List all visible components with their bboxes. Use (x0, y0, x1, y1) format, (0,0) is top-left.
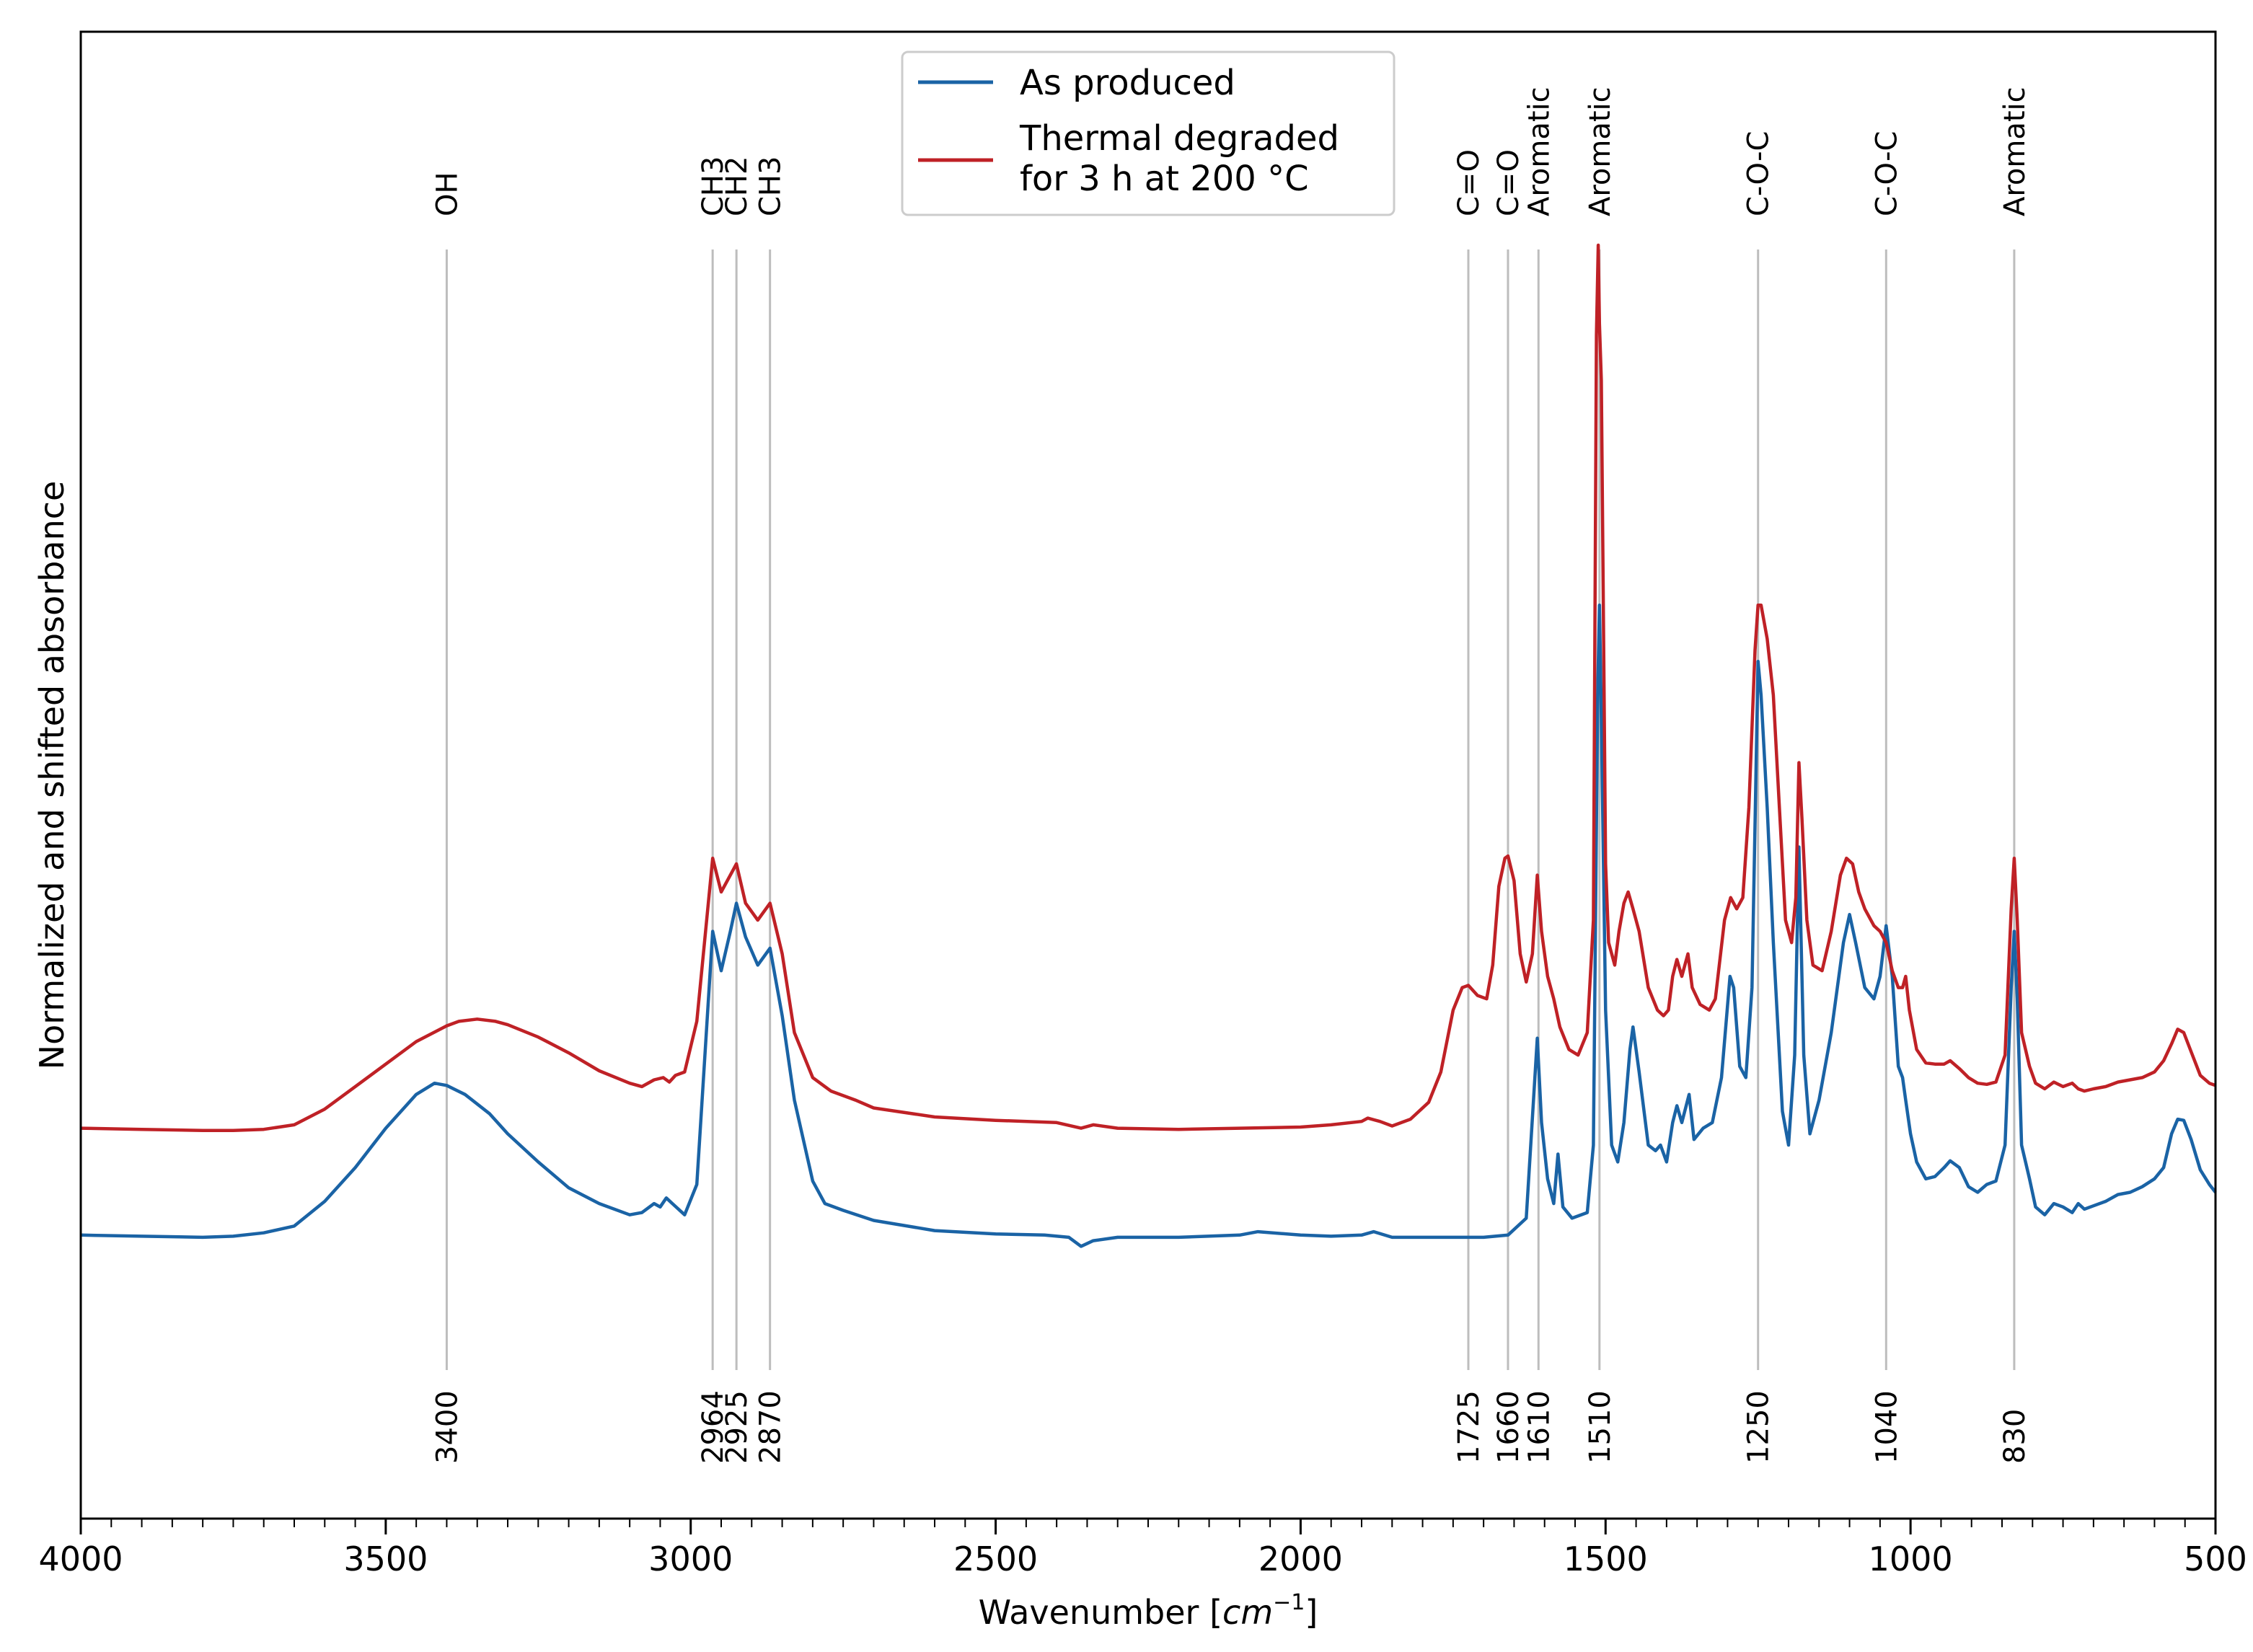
legend-label-thermal-degraded-line1: Thermal degraded (1019, 118, 1339, 159)
x-axis-title: Wavenumber [cm−1] (979, 1590, 1318, 1632)
series-as-produced (80, 603, 2217, 1248)
series-layer (80, 243, 2217, 1248)
peak-number-2964: 2964 (697, 1390, 730, 1464)
x-tick-label-3000: 3000 (648, 1540, 733, 1578)
x-tick-label-1500: 1500 (1564, 1540, 1648, 1578)
peak-label-1660: C=O (1492, 149, 1525, 216)
legend-box (901, 50, 1396, 216)
peak-label-1040: C-O-C (1870, 131, 1903, 216)
peak-label-2925: CH2 (720, 156, 754, 216)
x-tick-label-2500: 2500 (953, 1540, 1038, 1578)
peak-number-1610: 1610 (1522, 1390, 1556, 1464)
x-axis-tick-labels: 4000 3500 3000 2500 2000 1500 1000 500 (38, 1540, 2247, 1578)
x-tick-label-1000: 1000 (1869, 1540, 1953, 1578)
x-tick-label-4000: 4000 (38, 1540, 123, 1578)
peak-number-1250: 1250 (1742, 1390, 1776, 1464)
x-axis-ticks (79, 1519, 2217, 1534)
peak-number-1040: 1040 (1870, 1390, 1903, 1464)
peak-label-3400: OH (431, 172, 464, 216)
peak-guide-lines (445, 249, 2016, 1370)
x-tick-label-500: 500 (2184, 1540, 2247, 1578)
peak-label-830: Aromatic (1998, 87, 2032, 216)
legend-label-thermal-degraded-line2: for 3 h at 200 °C (1020, 159, 1309, 199)
peak-number-830: 830 (1998, 1409, 2032, 1464)
y-axis-title: Normalized and shifted absorbance (32, 481, 71, 1070)
peak-number-2870: 2870 (754, 1390, 788, 1464)
peak-number-3400: 3400 (431, 1390, 464, 1464)
x-tick-label-2000: 2000 (1258, 1540, 1343, 1578)
peak-label-2870: CH3 (754, 156, 788, 216)
peak-label-1510: Aromatic (1584, 87, 1617, 216)
peak-number-2925: 2925 (720, 1390, 754, 1464)
peak-label-2964: CH3 (697, 156, 730, 216)
legend: As produced Thermal degraded for 3 h at … (901, 50, 1396, 216)
peak-number-1725: 1725 (1452, 1390, 1486, 1464)
peak-annotations: OH 3400 CH3 2964 CH2 2925 CH3 2870 C=O 1725 C=O 166… (431, 87, 2031, 1464)
peak-number-1660: 1660 (1492, 1390, 1525, 1464)
peak-label-1725: C=O (1452, 149, 1486, 216)
legend-label-as-produced: As produced (1020, 63, 1235, 103)
peak-label-1610: Aromatic (1522, 87, 1556, 216)
series-thermal-degraded (80, 243, 2216, 1132)
x-tick-label-3500: 3500 (343, 1540, 428, 1578)
peak-number-1510: 1510 (1584, 1390, 1617, 1464)
peak-label-1250: C-O-C (1742, 131, 1776, 216)
